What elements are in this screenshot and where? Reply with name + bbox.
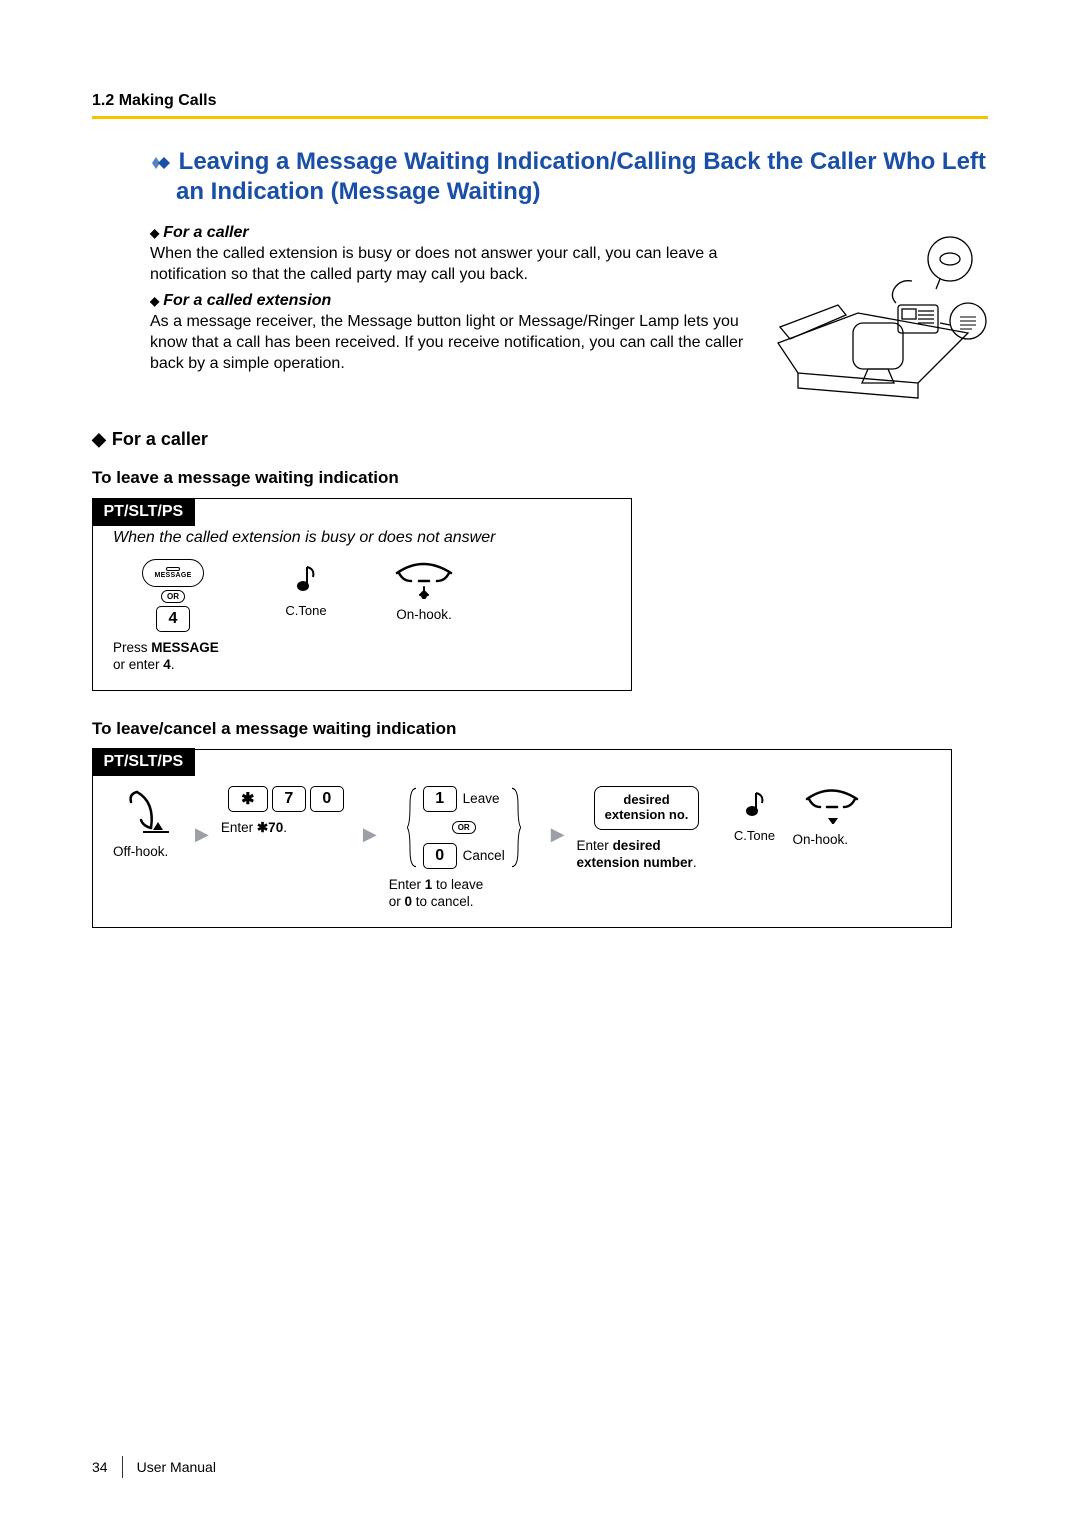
handset-onhook-icon: [800, 786, 866, 824]
title-diamonds-icon: [150, 148, 179, 175]
key-4-icon: 4: [156, 606, 190, 632]
ext-caption: Enter desired extension number.: [577, 838, 697, 872]
key-7-icon: 7: [272, 786, 306, 812]
procedure-tag-2: PT/SLT/PS: [92, 748, 196, 776]
step-ctone-2: C.Tone: [725, 786, 785, 869]
message-button-icon: MESSAGE: [142, 559, 204, 587]
intro-sub2-p: As a message receiver, the Message butto…: [150, 312, 748, 374]
offhook-caption: Off-hook.: [113, 844, 168, 861]
h3-leave-indication: To leave a message waiting indication: [92, 468, 988, 488]
or-pill: OR: [161, 590, 185, 603]
step-enter-code: ✱ 7 0 Enter ✱70.: [221, 786, 351, 837]
h3-leave-cancel: To leave/cancel a message waiting indica…: [92, 719, 988, 739]
handset-offhook-icon: [123, 786, 173, 836]
choice-leave: 1 Leave: [423, 786, 505, 812]
key-star-icon: ✱: [228, 786, 268, 812]
onhook-caption-2: On-hook.: [793, 832, 849, 849]
footer-label: User Manual: [137, 1459, 216, 1475]
music-note-icon: [742, 786, 768, 824]
handset-onhook-icon: [389, 559, 459, 599]
leave-cancel-caption: Enter 1 to leave or 0 to cancel.: [389, 877, 484, 911]
procedure-condition: When the called extension is busy or doe…: [113, 529, 611, 547]
step-onhook: On-hook.: [379, 559, 469, 624]
right-brace-icon: [511, 786, 521, 869]
step-press-message: MESSAGE OR 4 Press MESSAGE or enter 4.: [113, 559, 233, 674]
key-0b-icon: 0: [423, 843, 457, 869]
desk-phone-illustration: [768, 223, 988, 403]
step-onhook-2: On-hook.: [793, 786, 873, 849]
or-pill: OR: [452, 821, 476, 834]
step-ext-no: desiredextension no. Enter desired exten…: [577, 786, 717, 872]
intro-row: ◆For a caller When the called extension …: [150, 223, 988, 403]
page-title: Leaving a Message Waiting Indication/Cal…: [150, 147, 988, 207]
page-footer: 34 User Manual: [92, 1456, 216, 1478]
ctone-label: C.Tone: [285, 603, 326, 618]
header-rule: [92, 116, 988, 119]
key-1-icon: 1: [423, 786, 457, 812]
enter-code-caption: Enter ✱70.: [221, 820, 287, 837]
key-0-icon: 0: [310, 786, 344, 812]
intro-sub1-h: ◆For a caller: [150, 223, 748, 244]
step-offhook: Off-hook.: [113, 786, 183, 861]
section-header: 1.2 Making Calls: [92, 92, 988, 110]
intro-sub1-p: When the called extension is busy or doe…: [150, 244, 748, 286]
keypad-star70: ✱ 7 0: [228, 786, 344, 812]
arrow-icon: ▶: [547, 824, 569, 845]
step-ctone: C.Tone: [271, 559, 341, 648]
page-title-text: Leaving a Message Waiting Indication/Cal…: [176, 148, 986, 205]
procedure-tag: PT/SLT/PS: [92, 498, 196, 526]
procedure-box-leave: PT/SLT/PS When the called extension is b…: [92, 498, 632, 691]
extension-box: desiredextension no.: [594, 786, 700, 830]
onhook-caption: On-hook.: [396, 607, 452, 624]
step-leave-or-cancel: 1 Leave OR 0 Cancel Enter 1 to leave or …: [389, 786, 539, 911]
left-brace-icon: [407, 786, 417, 869]
arrow-icon: ▶: [191, 824, 213, 845]
page-number: 34: [92, 1459, 108, 1475]
music-note-icon: [292, 559, 320, 599]
ctone-label-2: C.Tone: [734, 828, 775, 843]
intro-sub2-h: ◆For a called extension: [150, 291, 748, 312]
step1-caption: Press MESSAGE or enter 4.: [113, 640, 219, 674]
arrow-icon: ▶: [359, 824, 381, 845]
procedure-box-leave-cancel: PT/SLT/PS Off-hook. ▶ ✱ 7 0 Enter ✱70. ▶: [92, 749, 952, 928]
h2-for-a-caller: ◆For a caller: [92, 429, 988, 450]
intro-text: ◆For a caller When the called extension …: [150, 223, 748, 403]
choice-cancel: 0 Cancel: [423, 843, 505, 869]
footer-divider: [122, 1456, 123, 1478]
